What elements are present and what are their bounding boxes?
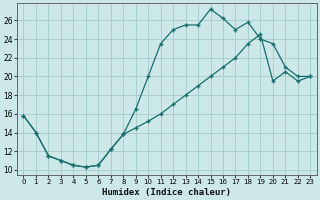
X-axis label: Humidex (Indice chaleur): Humidex (Indice chaleur) [102,188,231,197]
